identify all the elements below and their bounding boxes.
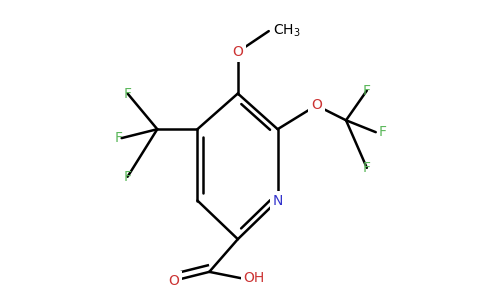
Text: O: O bbox=[311, 98, 322, 112]
Text: F: F bbox=[123, 170, 132, 184]
Text: F: F bbox=[123, 86, 132, 100]
Text: N: N bbox=[272, 194, 283, 208]
Text: F: F bbox=[363, 161, 371, 175]
Text: O: O bbox=[232, 45, 243, 59]
Text: F: F bbox=[363, 84, 371, 98]
Text: O: O bbox=[168, 274, 179, 288]
Text: OH: OH bbox=[243, 272, 265, 285]
Text: F: F bbox=[378, 125, 387, 139]
Text: F: F bbox=[115, 131, 122, 145]
Text: CH$_3$: CH$_3$ bbox=[273, 23, 301, 39]
